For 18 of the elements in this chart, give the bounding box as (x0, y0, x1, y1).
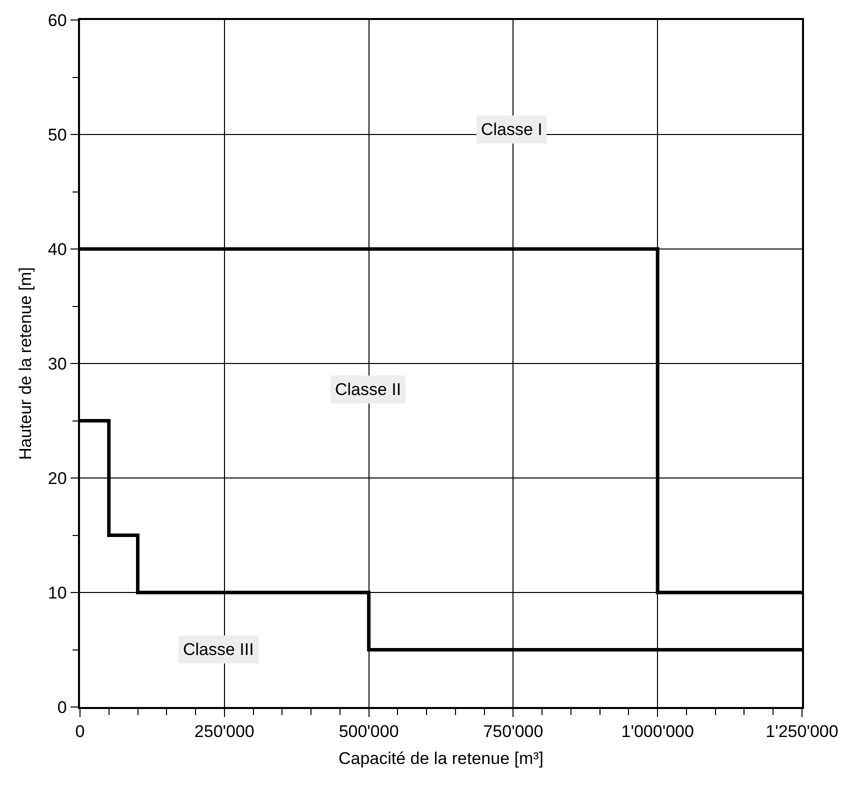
x-tick-label: 1'250'000 (766, 722, 838, 742)
annotation: Classe III (183, 640, 254, 659)
y-tick-label: 10 (48, 583, 67, 602)
annotation: Classe I (481, 120, 542, 139)
x-tick-label: 0 (75, 722, 85, 742)
x-axis-title: Capacité de la retenue [m³] (338, 749, 544, 768)
y-tick-label: 50 (48, 125, 67, 144)
y-axis-title: Hauteur de la retenue [m] (16, 267, 35, 460)
y-tick-label: 60 (48, 10, 67, 30)
x-tick-label: 500'000 (338, 722, 399, 742)
y-tick-label: 20 (48, 468, 67, 488)
annotation: Classe II (335, 380, 402, 399)
x-tick-label: 250'000 (194, 722, 254, 742)
y-tick-label: 40 (48, 240, 67, 259)
x-tick-label: 1'000'000 (621, 722, 694, 742)
y-tick-label: 30 (48, 354, 67, 374)
x-tick-label: 750'000 (483, 722, 544, 742)
y-tick-label: 0 (57, 698, 67, 717)
